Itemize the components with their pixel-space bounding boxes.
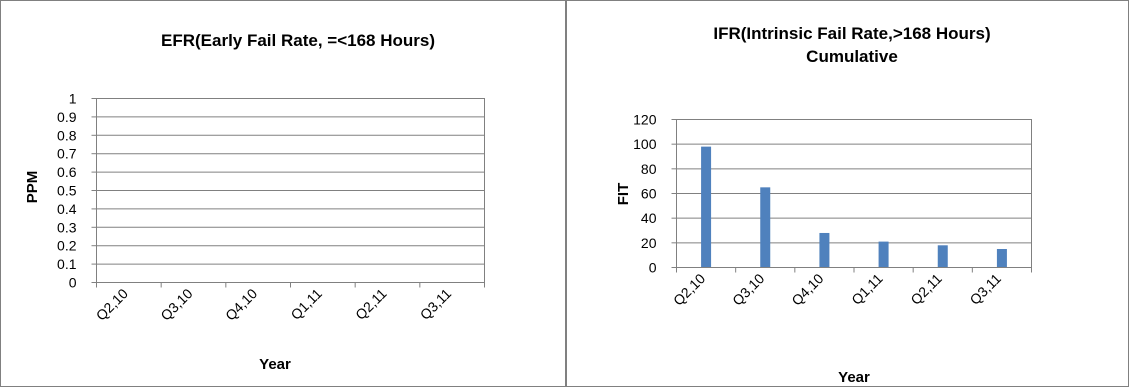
ifr-x-axis-label: Year <box>838 369 870 386</box>
efr-x-tick-label: Q1,11 <box>287 285 325 323</box>
efr-y-tick-label: 0.8 <box>57 127 77 143</box>
ifr-bar <box>878 241 889 268</box>
efr-x-tick-label: Q2,11 <box>352 285 390 323</box>
ifr-bar <box>937 245 948 268</box>
efr-y-tick-label: 0 <box>69 275 77 291</box>
efr-panel-border <box>0 0 566 387</box>
ifr-x-tick-label: Q3,10 <box>729 270 767 308</box>
efr-y-tick-label: 1 <box>69 91 77 107</box>
ifr-x-tick-label: Q3,11 <box>966 270 1004 308</box>
ifr-y-tick-label: 40 <box>641 210 657 226</box>
ifr-chart: IFR(Intrinsic Fail Rate,>168 Hours) Cumu… <box>615 24 1032 386</box>
ifr-y-axis-label: FIT <box>615 183 632 206</box>
ifr-bars <box>701 146 1007 268</box>
ifr-bar <box>996 249 1007 268</box>
ifr-y-tick-label: 100 <box>633 136 657 152</box>
ifr-x-tick-labels: Q2,10 Q3,10 Q4,10 Q1,11 Q2,11 Q3,11 <box>670 270 1004 308</box>
efr-y-tick-label: 0.3 <box>57 219 77 235</box>
efr-x-tick-labels: Q2,10 Q3,10 Q4,10 Q1,11 Q2,11 Q3,11 <box>93 285 455 323</box>
efr-chart: EFR(Early Fail Rate, =<168 Hours) Year P… <box>24 31 485 373</box>
efr-x-axis-label: Year <box>259 356 291 373</box>
ifr-y-tick-label: 80 <box>641 161 657 177</box>
ifr-x-tick-label: Q2,11 <box>907 270 945 308</box>
ifr-y-tick-label: 60 <box>641 186 657 202</box>
ifr-x-tick-label: Q2,10 <box>670 270 708 308</box>
efr-x-tick-label: Q3,11 <box>417 285 455 323</box>
efr-y-tick-labels: 0 0.1 0.2 0.3 0.4 0.5 0.6 0.7 0.8 0.9 1 <box>57 91 77 291</box>
efr-y-tick-label: 0.1 <box>57 256 77 272</box>
efr-y-tick-label: 0.2 <box>57 238 77 254</box>
ifr-gridlines <box>671 119 1032 273</box>
efr-y-tick-label: 0.6 <box>57 164 77 180</box>
efr-plot-area <box>96 98 485 283</box>
ifr-y-tick-label: 120 <box>633 112 657 128</box>
ifr-chart-title-line-2: Cumulative <box>806 47 898 66</box>
efr-gridlines <box>91 98 485 288</box>
ifr-y-tick-label: 20 <box>641 235 657 251</box>
efr-y-tick-label: 0.5 <box>57 183 77 199</box>
ifr-bar <box>701 146 712 268</box>
ifr-x-tick-label: Q4,10 <box>788 270 826 308</box>
ifr-bar <box>760 187 771 268</box>
ifr-bar <box>819 232 830 268</box>
efr-y-axis-label: PPM <box>24 171 41 204</box>
efr-x-tick-label: Q2,10 <box>93 285 131 323</box>
efr-y-tick-label: 0.7 <box>57 146 77 162</box>
ifr-y-tick-label: 0 <box>649 260 657 276</box>
ifr-plot-area <box>676 119 1032 268</box>
ifr-y-tick-labels: 0 20 40 60 80 100 120 <box>633 112 657 276</box>
efr-x-tick-label: Q4,10 <box>222 285 260 323</box>
efr-y-tick-label: 0.9 <box>57 109 77 125</box>
ifr-chart-title-line-1: IFR(Intrinsic Fail Rate,>168 Hours) <box>713 24 990 43</box>
efr-x-tick-label: Q3,10 <box>157 285 195 323</box>
efr-chart-title: EFR(Early Fail Rate, =<168 Hours) <box>161 31 435 50</box>
ifr-x-tick-label: Q1,11 <box>848 270 886 308</box>
efr-y-tick-label: 0.4 <box>57 201 77 217</box>
